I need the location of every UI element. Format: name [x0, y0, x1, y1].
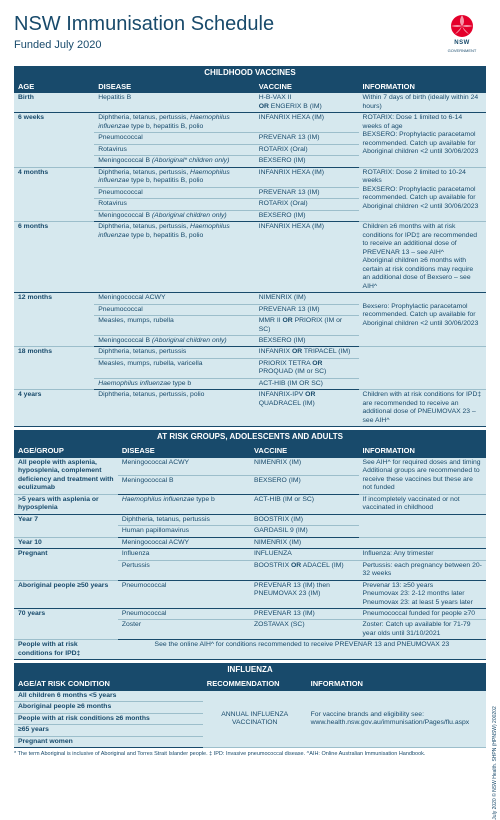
table-row: 4 months Diphtheria, tetanus, pertussis,…	[14, 167, 486, 187]
table-row: 6 months Diphtheria, tetanus, pertussis,…	[14, 222, 486, 293]
th-vaccine: VACCINE	[255, 80, 359, 93]
table-row: 6 weeks Diphtheria, tetanus, pertussis, …	[14, 113, 486, 133]
section-atrisk: AT RISK GROUPS, ADOLESCENTS AND ADULTS	[14, 430, 486, 444]
childhood-table: AGE DISEASE VACCINE INFORMATION Birth He…	[14, 80, 486, 427]
influenza-table: AGE/AT RISK CONDITION RECOMMENDATION INF…	[14, 677, 486, 748]
section-influenza: INFLUENZA	[14, 663, 486, 677]
page-title: NSW Immunisation Schedule	[14, 12, 274, 37]
header: NSW Immunisation Schedule Funded July 20…	[14, 12, 486, 56]
table-row: All children 6 months <5 yearsANNUAL INF…	[14, 691, 486, 702]
waratah-icon	[442, 12, 482, 40]
section-childhood: CHILDHOOD VACCINES	[14, 66, 486, 80]
table-row: 70 years Pneumococcal PREVENAR 13 (IM) P…	[14, 609, 486, 620]
logo-text: NSW	[438, 40, 486, 48]
th-agegroup: AGE/GROUP	[14, 444, 118, 457]
table-row: Aboriginal people ≥50 years Pneumococcal…	[14, 580, 486, 608]
footnote: * The term Aboriginal is inclusive of Ab…	[14, 748, 486, 758]
th-rec: RECOMMENDATION	[203, 677, 307, 690]
th-age: AGE	[14, 80, 94, 93]
table-row: 18 months Diphtheria, tetanus, pertussis…	[14, 347, 486, 358]
th-disease: DISEASE	[94, 80, 254, 93]
logo-subtext: GOVERNMENT	[438, 48, 486, 53]
table-row: 4 years Diphtheria, tetanus, pertussis, …	[14, 390, 486, 427]
table-row: Pregnant Influenza INFLUENZA Influenza: …	[14, 549, 486, 560]
table-row: Year 7 Diphtheria, tetanus, pertussis BO…	[14, 514, 486, 525]
th-agerisk: AGE/AT RISK CONDITION	[14, 677, 203, 690]
table-row: Birth Hepatitis B H-B-VAX IIOR ENGERIX B…	[14, 93, 486, 112]
header-text: NSW Immunisation Schedule Funded July 20…	[14, 12, 274, 53]
table-row: All people with asplenia, hyposplenia, c…	[14, 458, 486, 476]
side-text: July 2020 © NSW Health. SHPN (HPNSW) 200…	[492, 706, 498, 819]
table-row: People with at risk conditions for IPD‡ …	[14, 640, 486, 660]
table-row: Year 10 Meningococcal ACWY NIMENRIX (IM)	[14, 537, 486, 548]
page: NSW Immunisation Schedule Funded July 20…	[0, 0, 500, 766]
th-disease: DISEASE	[118, 444, 250, 457]
th-vaccine: VACCINE	[250, 444, 359, 457]
th-info: INFORMATION	[307, 677, 486, 690]
th-info: INFORMATION	[359, 444, 486, 457]
th-info: INFORMATION	[359, 80, 486, 93]
nsw-logo: NSW GOVERNMENT	[438, 12, 486, 56]
page-subtitle: Funded July 2020	[14, 39, 274, 53]
table-row: 12 months Meningococcal ACWY NIMENRIX (I…	[14, 293, 486, 304]
atrisk-table: AGE/GROUP DISEASE VACCINE INFORMATION Al…	[14, 444, 486, 660]
table-row: >5 years with asplenia or hyposplenia Ha…	[14, 494, 486, 514]
